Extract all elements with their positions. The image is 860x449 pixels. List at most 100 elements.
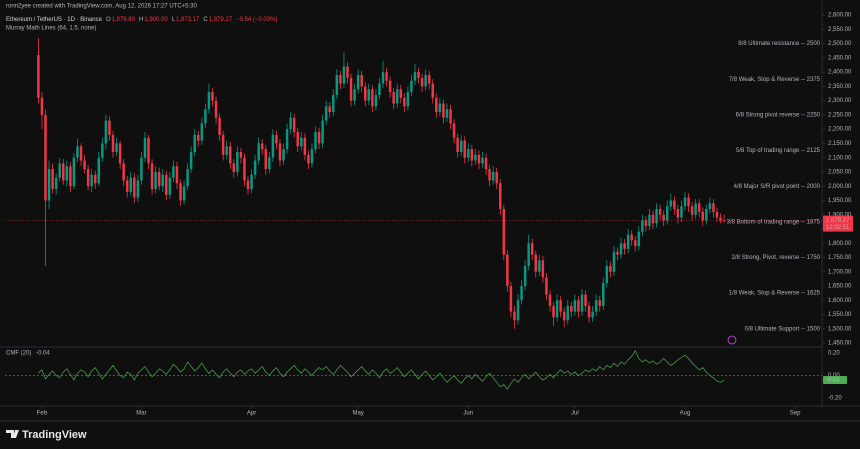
candle-body: [637, 231, 641, 247]
candle-body: [459, 140, 463, 152]
x-tick-label: Mar: [136, 411, 146, 417]
y-tick-label: 2,100.00: [828, 155, 852, 161]
candle-body: [303, 137, 307, 155]
candle-body: [140, 157, 143, 181]
candle-body: [577, 300, 580, 312]
candle-body: [562, 311, 566, 321]
indicator-legend: Murray Math Lines (64, 1.5, none): [6, 26, 96, 32]
candle-body: [580, 294, 584, 312]
candle-body: [129, 177, 133, 192]
candle-body: [93, 174, 97, 184]
logo-text: TradingView: [22, 429, 87, 441]
candle-body: [417, 72, 420, 78]
candle-body: [79, 146, 83, 161]
y-tick-label: 2,500.00: [828, 41, 852, 47]
candle-body: [364, 86, 367, 101]
candle-body: [644, 220, 648, 227]
candle-body: [395, 89, 399, 104]
candle-body: [722, 220, 726, 222]
candle-body: [662, 214, 665, 221]
candle-body: [339, 75, 342, 84]
candle-body: [356, 75, 360, 90]
candle-body: [690, 206, 694, 215]
candle-body: [104, 120, 108, 144]
y-tick-label: 2,450.00: [828, 55, 852, 61]
candle-body: [69, 166, 72, 187]
candle-body: [211, 92, 214, 101]
candle-body: [712, 203, 715, 212]
candle-body: [705, 209, 708, 221]
cmf-value: -0.04: [36, 351, 50, 357]
candle-body: [481, 157, 484, 164]
symbol: Ethereum / TetherUS · 1D · Binance: [6, 17, 103, 23]
candle-body: [54, 177, 58, 190]
candle-body: [584, 294, 587, 306]
candle-body: [72, 157, 76, 187]
ohlc-key: H: [139, 17, 143, 23]
candle-body: [499, 183, 502, 210]
y-tick-label: 1,450.00: [828, 341, 852, 347]
candle-body: [118, 143, 122, 164]
candle-body: [349, 77, 353, 101]
x-tick-label: Apr: [247, 411, 256, 417]
candle-body: [424, 75, 427, 87]
candle-body: [204, 109, 207, 124]
ohlc-value: 1,873.17: [176, 17, 200, 23]
y-tick-label: 1,800.00: [828, 241, 852, 247]
candle-body: [648, 214, 651, 227]
y-tick-label: 2,350.00: [828, 84, 852, 90]
candle-body: [701, 211, 705, 221]
y-tick-label: 2,000.00: [828, 184, 852, 190]
candle-body: [200, 123, 204, 141]
candle-body: [381, 72, 385, 84]
ohlc-key: C: [203, 17, 208, 23]
candle-body: [122, 163, 125, 181]
candle-body: [264, 149, 268, 170]
candle-body: [534, 254, 538, 272]
candle-body: [470, 149, 474, 161]
candle-body: [83, 160, 86, 170]
candle-body: [655, 209, 658, 224]
candle-body: [378, 83, 381, 95]
candle-body: [449, 109, 452, 124]
candle-body: [179, 183, 182, 201]
candle-body: [197, 134, 200, 141]
candle-body: [62, 163, 65, 181]
candle-body: [147, 137, 150, 164]
murray-level-label: 1/8 Weak, Stop & Reverse -- 1625: [729, 291, 821, 297]
candle-body: [136, 180, 140, 198]
candle-body: [371, 89, 374, 107]
candle-body: [399, 89, 403, 98]
candle-body: [669, 200, 673, 207]
candle-body: [310, 149, 314, 164]
murray-level-label: 4/8 Major S/R pivot point -- 2000: [734, 184, 821, 190]
candle-body: [314, 132, 317, 150]
candle-body: [125, 180, 129, 192]
candle-body: [406, 92, 410, 107]
candle-body: [573, 300, 577, 312]
candle-body: [602, 283, 605, 306]
y-tick-label: 1,650.00: [828, 284, 852, 290]
candle-body: [385, 72, 388, 81]
candle-body: [420, 77, 424, 87]
y-tick-label: 2,200.00: [828, 127, 852, 133]
change: −0.54 (−0.03%): [236, 17, 277, 23]
y-tick-label: 2,250.00: [828, 112, 852, 118]
candle-body: [463, 140, 466, 158]
candle-body: [566, 305, 569, 321]
candle-body: [367, 89, 371, 101]
candle-body: [175, 166, 179, 184]
x-tick-label: Aug: [680, 411, 691, 417]
candle-body: [452, 123, 456, 138]
ohlc-key: L: [172, 17, 176, 23]
murray-level-label: 8/8 Ultimate resistance -- 2500: [738, 41, 820, 47]
cmf-tag-label: -0.04: [826, 378, 840, 384]
candle-body: [548, 294, 552, 306]
y-tick-label: 2,150.00: [828, 141, 852, 147]
candle-body: [591, 311, 594, 318]
candle-body: [658, 209, 662, 215]
cmf-tick-label: -0.20: [828, 396, 842, 402]
candle-body: [445, 109, 449, 118]
murray-level-label: 2/8 Strong, Pivot, reverse -- 1750: [732, 255, 821, 261]
y-tick-label: 1,500.00: [828, 326, 852, 332]
